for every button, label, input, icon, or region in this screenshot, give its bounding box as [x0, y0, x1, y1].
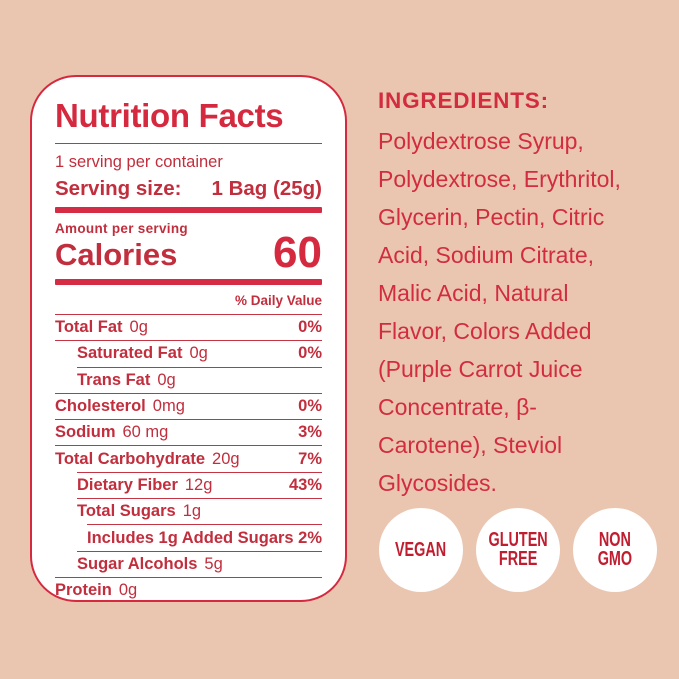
- nutrient-label: Sodium: [55, 423, 116, 442]
- nutrient-label: Protein: [55, 581, 112, 600]
- section-bar-top: [55, 207, 322, 213]
- vegan-badge: VEGAN: [379, 508, 463, 592]
- nutrient-value: 20g: [212, 449, 240, 468]
- nutrient-row: Dietary Fiber 12g 43%: [77, 471, 322, 498]
- gluten-free-badge-text: GLUTEN FREE: [488, 529, 548, 570]
- ingredients-line: Polydextrose Syrup,: [378, 128, 584, 154]
- serving-size-value: 1 Bag (25g): [211, 177, 323, 200]
- daily-value-header: % Daily Value: [234, 293, 322, 308]
- nutrient-rows: Total Fat 0g 0% Saturated Fat 0g 0% Trans Fat 0…: [55, 314, 322, 603]
- ingredients-line: Malic Acid, Natural: [378, 280, 569, 306]
- calories-row: Calories 60: [55, 228, 322, 277]
- nutrition-facts-title: Nutrition Facts: [55, 97, 284, 134]
- nutrient-daily-value: 0%: [298, 318, 322, 337]
- ingredients-line: Carotene), Steviol: [378, 432, 563, 458]
- nutrient-label: Total Sugars: [77, 502, 176, 521]
- nutrition-facts-panel: Nutrition Facts 1 serving per container …: [30, 75, 347, 602]
- nutrient-label: Sugar Alcohols: [77, 554, 198, 573]
- non-gmo-badge-text: NON GMO: [597, 529, 633, 570]
- nutrient-value: 60 mg: [122, 423, 169, 442]
- gluten-free-badge: GLUTEN FREE: [476, 508, 560, 592]
- nutrient-daily-value: 2%: [298, 528, 322, 547]
- calories-value: 60: [273, 228, 322, 277]
- nutrient-row: Cholesterol 0mg 0%: [55, 392, 322, 419]
- non-gmo-badge: NON GMO: [573, 508, 657, 592]
- ingredients-line: Glycerin, Pectin, Citric: [378, 204, 605, 230]
- nutrient-value: 0g: [157, 370, 176, 389]
- section-bar-calories: [55, 279, 322, 285]
- ingredients-lines: Polydextrose Syrup, Polydextrose, Erythri…: [378, 122, 670, 502]
- serving-size-label: Serving size:: [55, 177, 182, 200]
- nutrient-label: Saturated Fat: [77, 344, 183, 363]
- nutrient-row: Total Fat 0g 0%: [55, 314, 322, 340]
- calories-label: Calories: [55, 237, 178, 272]
- nutrient-label: Cholesterol: [55, 397, 146, 416]
- ingredients-section: INGREDIENTS: Polydextrose Syrup, Polydext…: [378, 88, 670, 502]
- serving-size-row: Serving size: 1 Bag (25g): [55, 177, 322, 201]
- nutrient-daily-value: 3%: [298, 423, 322, 442]
- nutrient-row: Total Carbohydrate 20g 7%: [55, 445, 322, 471]
- nutrient-row: Sugar Alcohols 5g: [77, 550, 322, 577]
- nutrient-label: Total Fat: [55, 318, 123, 337]
- nutrient-value: 1g: [182, 502, 202, 521]
- ingredients-line: Polydextrose, Erythritol,: [378, 166, 621, 192]
- nutrient-label: Trans Fat: [77, 370, 151, 389]
- nutrient-row: Saturated Fat 0g 0%: [55, 340, 322, 366]
- nutrient-label: Dietary Fiber: [77, 475, 178, 494]
- nutrient-daily-value: 7%: [298, 449, 322, 468]
- nutrient-daily-value: 0%: [298, 344, 322, 363]
- nutrient-row: Total Sugars 1g: [77, 498, 322, 524]
- ingredients-line: Concentrate, β-: [378, 394, 537, 420]
- amount-per-serving: Amount per serving: [55, 221, 188, 236]
- ingredients-line: (Purple Carrot Juice: [378, 356, 583, 382]
- nutrient-value: 0g: [118, 581, 138, 600]
- nutrient-label: Includes 1g Added Sugars: [87, 528, 294, 547]
- badge-row: VEGAN GLUTEN FREE NON GMO: [379, 508, 657, 592]
- ingredients-line: Acid, Sodium Citrate,: [378, 242, 595, 268]
- nutrient-daily-value: 0%: [298, 397, 322, 416]
- title-divider: [55, 143, 322, 144]
- nutrient-value: 5g: [204, 554, 223, 573]
- nutrient-value: 0g: [189, 344, 208, 363]
- vegan-badge-text: VEGAN: [395, 538, 447, 561]
- ingredients-heading: INGREDIENTS:: [378, 88, 549, 113]
- ingredients-line: Glycosides.: [378, 470, 497, 496]
- nutrient-row: Includes 1g Added Sugars 2%: [87, 524, 322, 550]
- nutrient-value: 0g: [129, 318, 148, 337]
- nutrient-daily-value: 43%: [288, 475, 322, 494]
- nutrient-row: Sodium 60 mg 3%: [55, 419, 322, 445]
- nutrient-row: Trans Fat 0g: [77, 366, 322, 393]
- ingredients-line: Flavor, Colors Added: [378, 318, 592, 344]
- nutrient-label: Total Carbohydrate: [55, 449, 206, 468]
- nutrient-row: Protein 0g: [55, 576, 322, 603]
- nutrient-value: 0mg: [152, 397, 185, 416]
- servings-per-container: 1 serving per container: [55, 153, 223, 171]
- nutrient-value: 12g: [184, 475, 213, 494]
